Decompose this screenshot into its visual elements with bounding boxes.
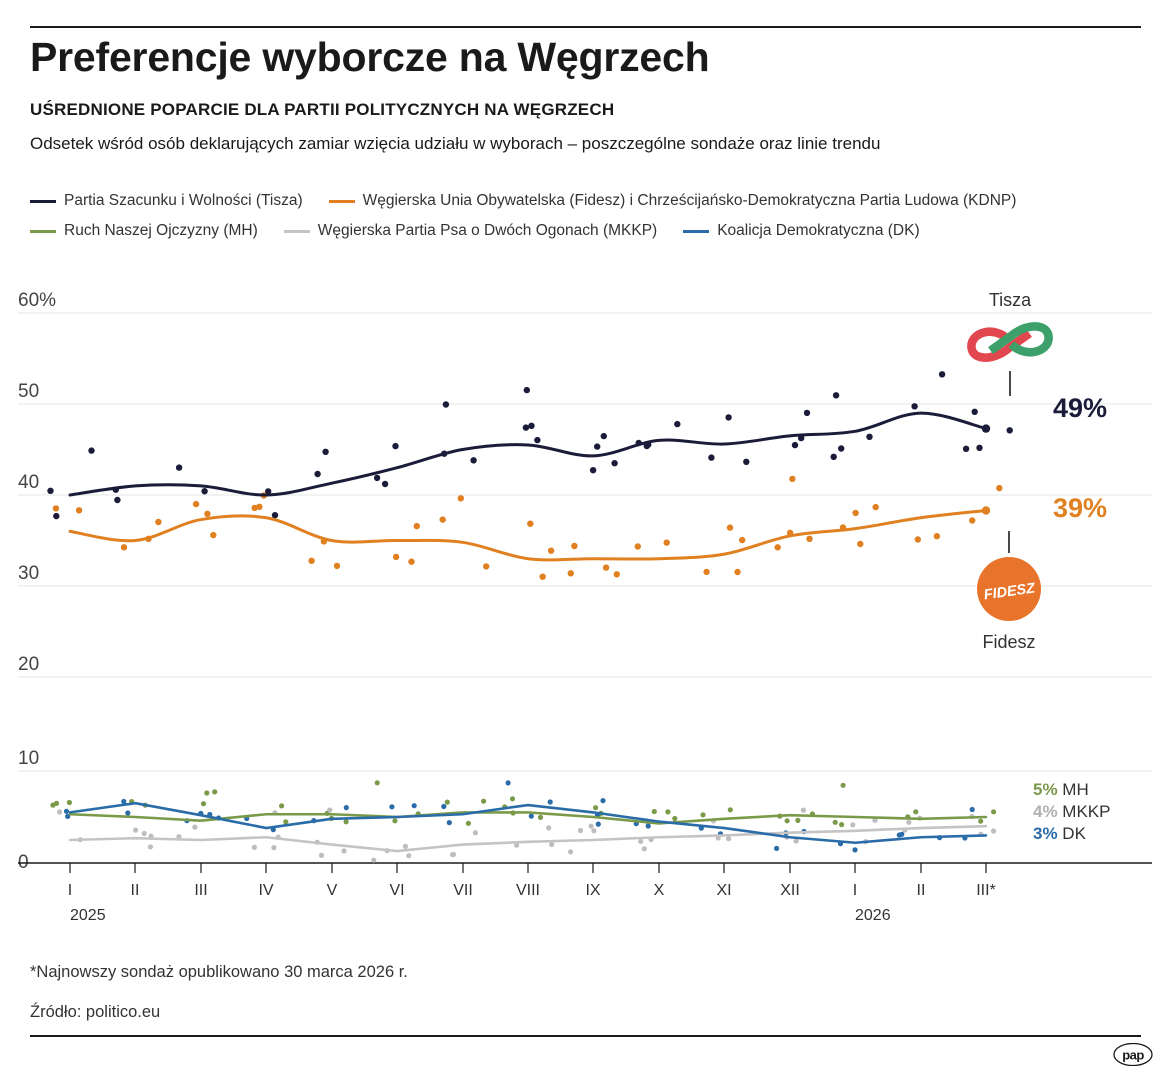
svg-text:VII: VII xyxy=(453,882,473,899)
svg-text:20: 20 xyxy=(18,654,39,675)
svg-text:IX: IX xyxy=(585,882,600,899)
svg-text:I: I xyxy=(68,882,72,899)
svg-text:10: 10 xyxy=(18,748,39,769)
svg-text:III: III xyxy=(194,882,207,899)
svg-text:49%: 49% xyxy=(1053,393,1107,423)
svg-text:39%: 39% xyxy=(1053,493,1107,523)
svg-text:Tisza: Tisza xyxy=(989,290,1032,310)
svg-text:3% DK: 3% DK xyxy=(1033,824,1087,843)
svg-text:4% MKKP: 4% MKKP xyxy=(1033,802,1110,821)
svg-text:30: 30 xyxy=(18,563,39,584)
svg-text:60%: 60% xyxy=(18,290,56,311)
svg-text:2026: 2026 xyxy=(855,907,891,924)
svg-text:Fidesz: Fidesz xyxy=(982,632,1035,652)
svg-text:VI: VI xyxy=(389,882,404,899)
svg-text:50: 50 xyxy=(18,381,39,402)
svg-text:II: II xyxy=(917,882,926,899)
svg-text:V: V xyxy=(327,882,338,899)
svg-text:XII: XII xyxy=(780,882,800,899)
svg-text:IV: IV xyxy=(258,882,273,899)
svg-text:VIII: VIII xyxy=(516,882,540,899)
svg-text:40: 40 xyxy=(18,472,39,493)
svg-text:5% MH: 5% MH xyxy=(1033,780,1089,799)
svg-text:I: I xyxy=(853,882,857,899)
svg-text:X: X xyxy=(654,882,665,899)
svg-text:2025: 2025 xyxy=(70,907,106,924)
svg-text:III*: III* xyxy=(976,882,996,899)
svg-text:pap: pap xyxy=(1122,1048,1144,1063)
svg-text:II: II xyxy=(131,882,140,899)
svg-text:XI: XI xyxy=(716,882,731,899)
